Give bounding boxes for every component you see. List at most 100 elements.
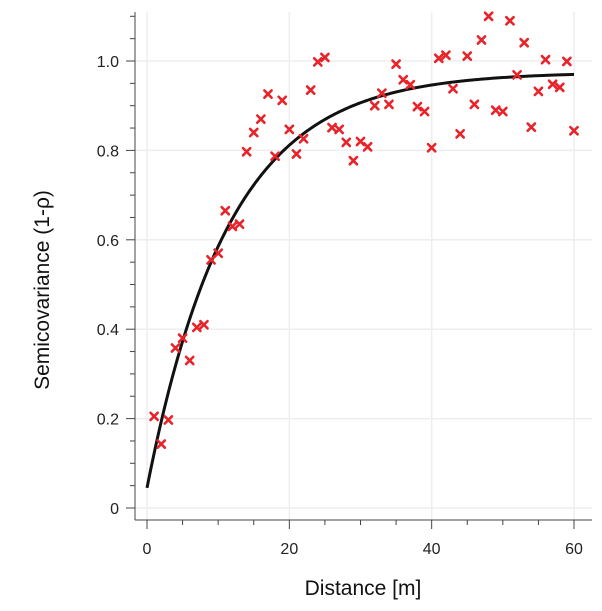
data-point-stroke (348, 155, 359, 166)
data-point-stroke (341, 137, 352, 148)
data-point-stroke (206, 255, 216, 265)
data-point (156, 439, 167, 449)
data-point (554, 82, 565, 93)
data-point (170, 343, 181, 353)
data-point-stroke (512, 69, 522, 80)
data-point-stroke (433, 53, 444, 64)
x-tick-label: 40 (423, 541, 441, 558)
y-tick-label: 0.2 (97, 412, 119, 429)
data-point (348, 155, 359, 166)
data-point-stroke (248, 127, 259, 138)
data-point-stroke (156, 439, 167, 449)
data-point-stroke (554, 82, 565, 93)
data-point-stroke (547, 79, 558, 90)
data-point-stroke (369, 100, 380, 111)
y-tick-label: 0.8 (97, 143, 119, 160)
data-point (412, 101, 423, 112)
data-point (462, 51, 473, 61)
data-point-stroke (476, 35, 487, 45)
data-point (440, 50, 451, 61)
y-tick-label: 0.4 (97, 322, 119, 339)
data-point-stroke (533, 86, 544, 97)
data-point (540, 54, 551, 65)
data-point (505, 15, 515, 26)
data-point (199, 319, 209, 330)
y-axis-title: Semicovariance (1-ρ) (31, 190, 54, 390)
data-point (206, 255, 216, 265)
data-point-stroke (220, 205, 231, 216)
data-point (512, 69, 522, 80)
data-point (277, 95, 288, 106)
data-point-stroke (391, 59, 401, 70)
data-point-stroke (483, 11, 494, 22)
data-point-stroke (320, 52, 330, 63)
data-point-stroke (191, 322, 202, 333)
data-point-stroke (277, 95, 288, 106)
data-point (547, 79, 558, 90)
y-tick-label: 0.6 (97, 233, 119, 250)
data-point (341, 137, 352, 148)
data-point-stroke (355, 136, 366, 147)
data-point-stroke (334, 124, 345, 135)
data-point-stroke (561, 56, 572, 67)
data-point (312, 56, 323, 67)
data-point-stroke (462, 51, 473, 61)
data-point (405, 79, 416, 90)
data-point (191, 322, 202, 333)
data-point (448, 83, 458, 94)
data-point (519, 37, 530, 48)
data-point-stroke (497, 106, 508, 117)
data-point-stroke (241, 146, 252, 157)
data-point (163, 415, 174, 425)
y-tick-label: 0 (110, 501, 119, 518)
data-point (433, 53, 444, 64)
axes (134, 12, 592, 521)
data-point-stroke (540, 54, 551, 65)
data-point (227, 221, 238, 232)
data-point-stroke (469, 99, 480, 110)
data-point (526, 122, 537, 133)
data-point-stroke (284, 124, 295, 135)
data-point-stroke (569, 125, 579, 136)
fit-curve (145, 72, 575, 489)
data-point-stroke (291, 149, 302, 159)
data-point-stroke (398, 74, 409, 85)
ticks: 0 0.2 0.4 0.6 0.8 1.0 0 20 40 60 (97, 15, 583, 558)
data-point-stroke (376, 88, 387, 99)
data-point-stroke (440, 50, 451, 61)
grid (135, 12, 592, 520)
data-point (334, 124, 345, 135)
fit-curve-group (145, 72, 575, 489)
data-point-stroke (419, 106, 430, 117)
data-point-stroke (412, 101, 423, 112)
data-point-stroke (255, 114, 266, 125)
data-point (291, 149, 302, 159)
data-point (255, 114, 266, 125)
data-point-stroke (263, 89, 273, 99)
data-point (298, 133, 309, 144)
data-point (284, 124, 295, 135)
data-point-stroke (149, 411, 160, 422)
data-point (305, 85, 316, 95)
data-point (213, 248, 224, 259)
data-point-stroke (384, 99, 394, 110)
data-point-stroke (362, 141, 373, 152)
data-point-stroke (170, 343, 181, 353)
data-point (497, 106, 508, 117)
data-point (476, 35, 487, 45)
data-points (149, 11, 579, 449)
data-point-stroke (213, 248, 224, 259)
data-point-stroke (505, 15, 515, 26)
data-point-stroke (405, 79, 416, 90)
data-point (220, 205, 231, 216)
data-point (149, 411, 160, 422)
data-point (248, 127, 259, 138)
x-axis-title: Distance [m] (305, 577, 422, 600)
data-point (426, 142, 437, 153)
data-point (533, 86, 544, 97)
data-point (384, 99, 394, 110)
data-point-stroke (455, 128, 466, 139)
data-point-stroke (305, 85, 316, 95)
data-point (369, 100, 380, 111)
